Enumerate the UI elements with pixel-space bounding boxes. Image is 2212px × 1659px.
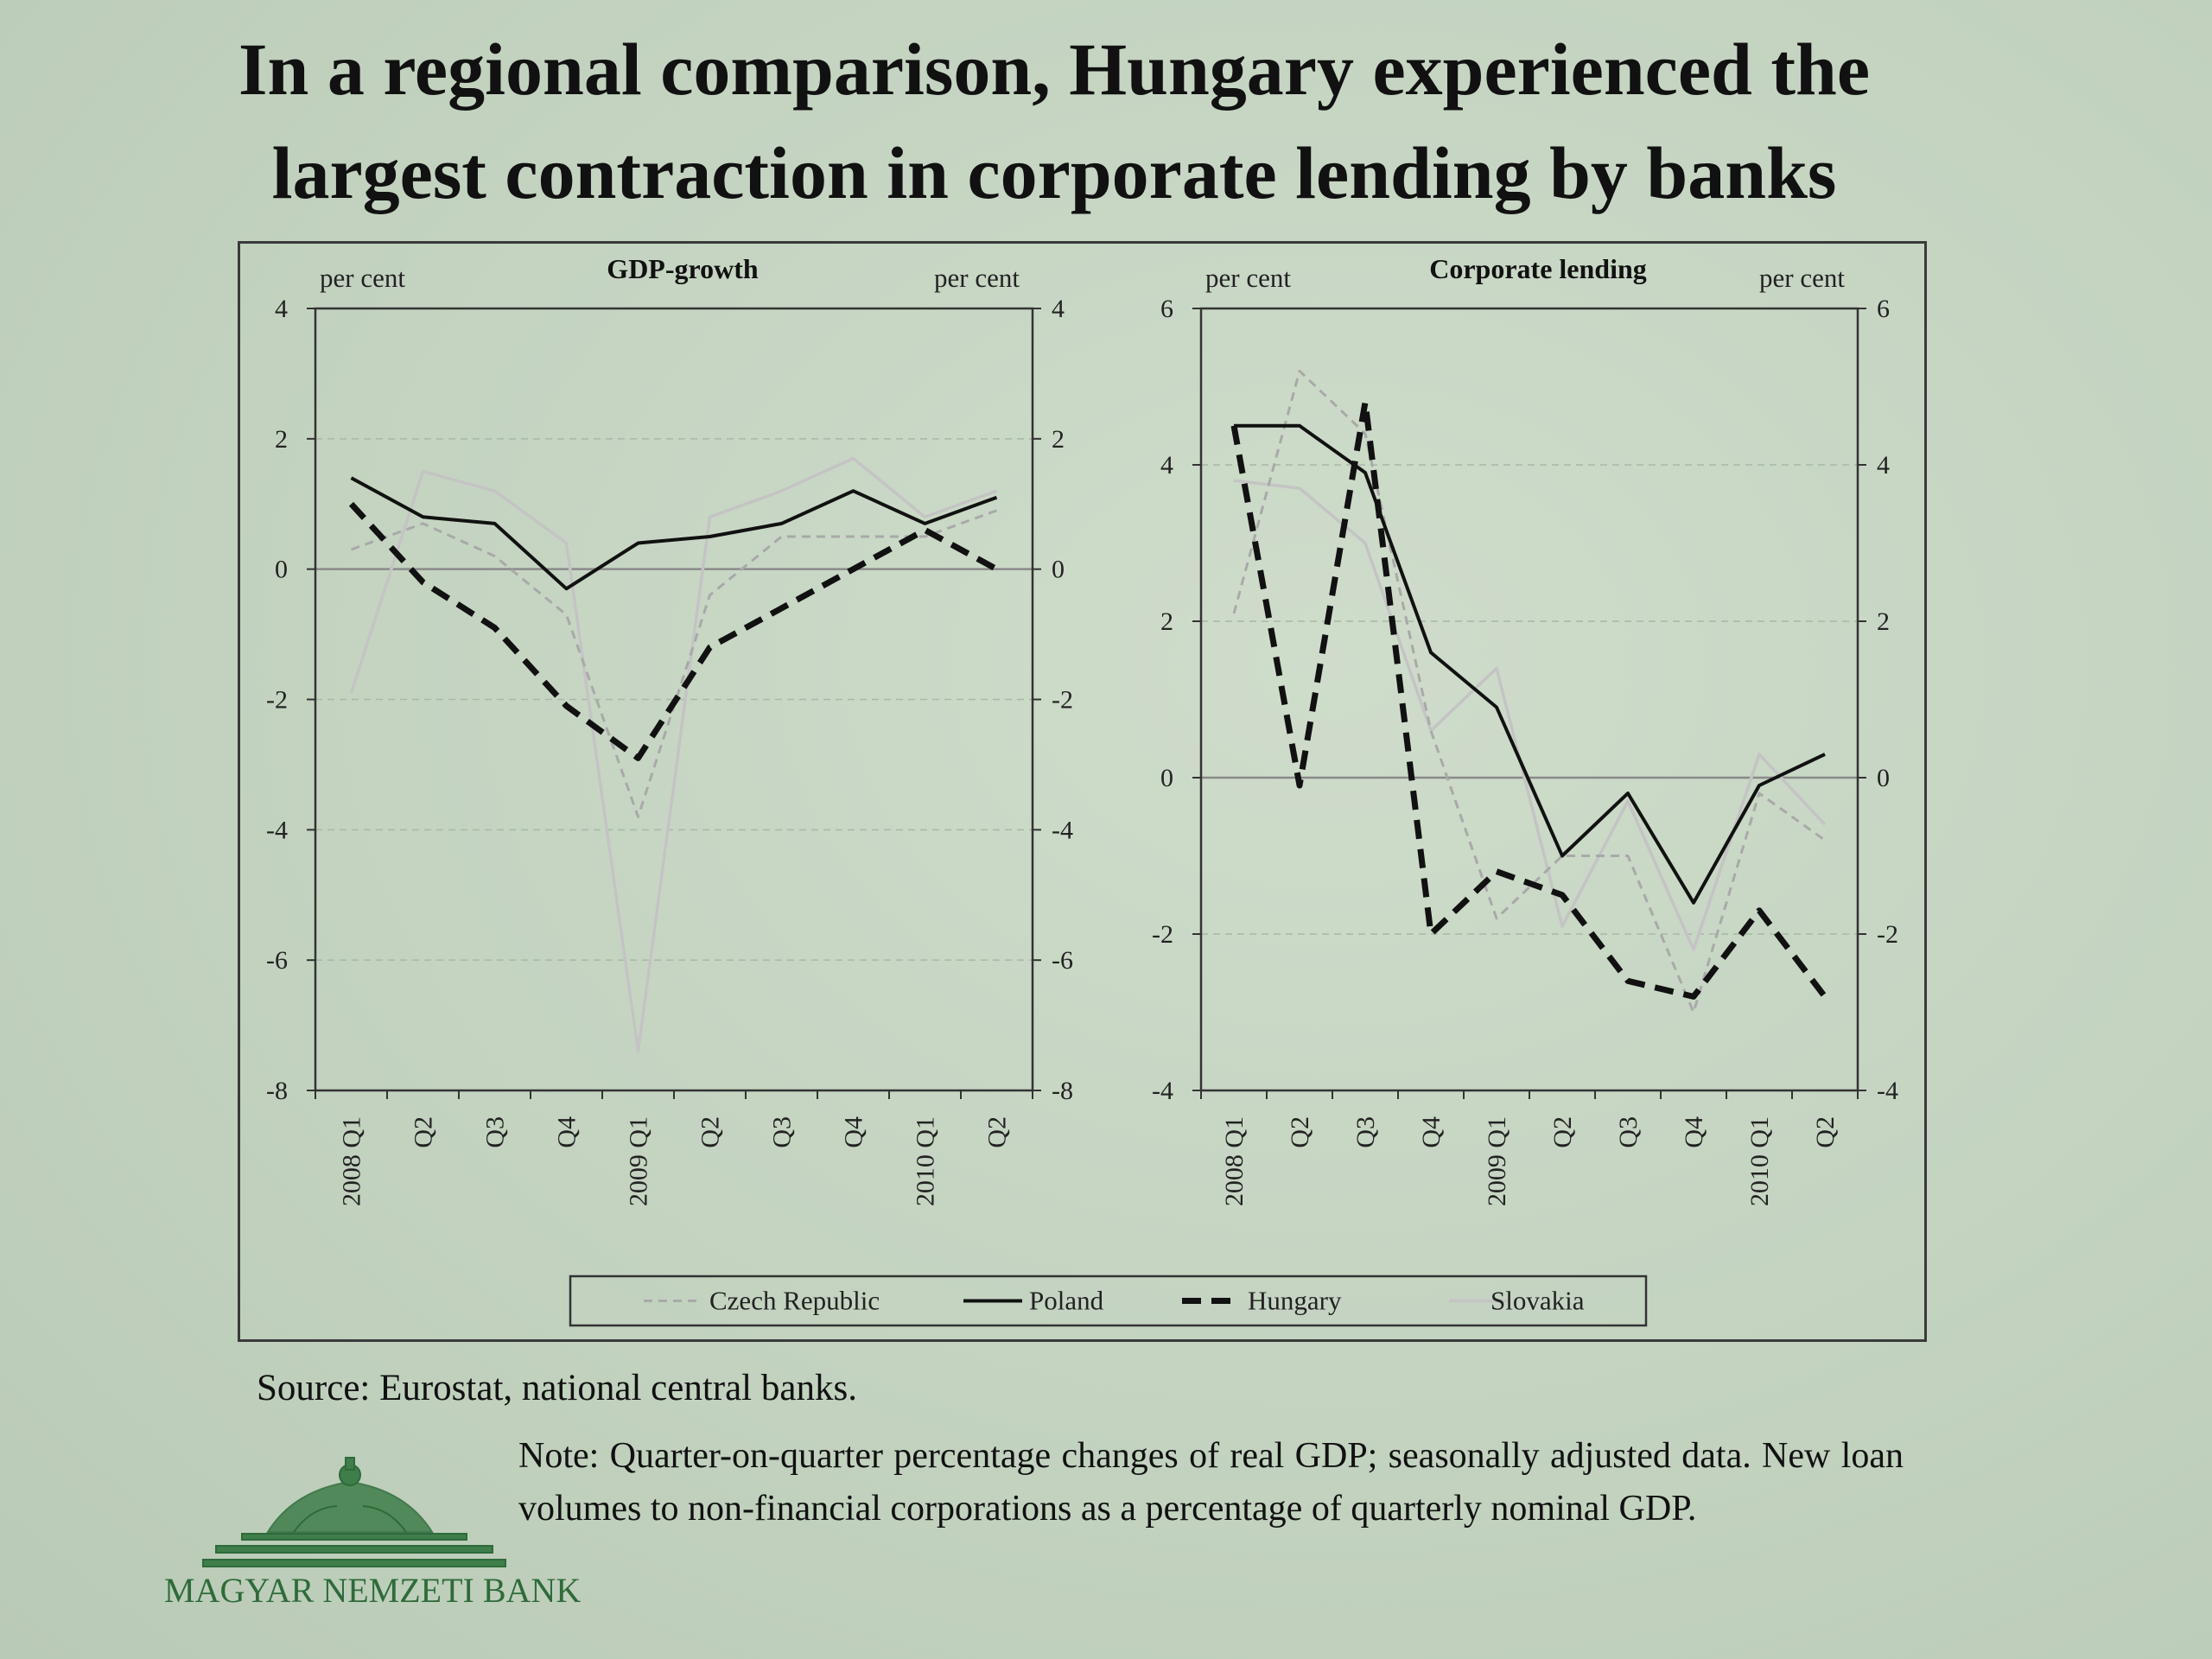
lending-chart-title: Corporate lending: [1429, 253, 1647, 284]
lending-series-poland: [1234, 423, 1826, 905]
gdp-ytick-label-right: 2: [1052, 425, 1065, 454]
gdp-ytick-label-left: 4: [275, 295, 288, 323]
lending-ytick-label-right: 6: [1877, 295, 1890, 323]
chart-frame: [238, 241, 1927, 1342]
legend-box: [569, 1274, 1648, 1327]
gdp-ytick-label-left: 2: [275, 425, 288, 454]
gdp-ytick-label-right: 4: [1052, 295, 1065, 323]
lending-xtick-label: Q2: [1548, 1116, 1577, 1148]
gdp-series-hungary: [348, 501, 999, 761]
bank-logo-icon: [202, 1457, 506, 1567]
gdp-ytick-label-left: -8: [266, 1077, 288, 1105]
legend-label-hungary: Hungary: [1248, 1286, 1342, 1316]
legend-label-czech-republic: Czech Republic: [709, 1286, 880, 1316]
legend-label-slovakia: Slovakia: [1491, 1286, 1585, 1316]
lending-xtick-label: Q3: [1614, 1116, 1643, 1148]
gdp-ytick-label-left: -6: [266, 946, 288, 975]
gdp-xtick-label: Q4: [553, 1116, 582, 1148]
gdp-ytick-label-left: -4: [266, 816, 288, 844]
gdp-ytick-label-right: -6: [1052, 946, 1073, 975]
lending-ytick-label-left: 0: [1160, 764, 1173, 792]
legend-label-poland: Poland: [1029, 1286, 1104, 1316]
lending-ytick-label-left: 6: [1160, 295, 1173, 323]
lending-ytick-label-right: -2: [1877, 920, 1898, 949]
lending-xtick-label: Q4: [1417, 1116, 1446, 1148]
gdp-chart-title: GDP-growth: [607, 253, 759, 284]
lending-ytick-label-left: -2: [1152, 920, 1173, 949]
lending-ytick-label-right: -4: [1877, 1077, 1898, 1105]
gdp-series-czech-republic: [350, 509, 998, 818]
lending-ylabel-left: per cent: [1205, 263, 1291, 293]
lending-xtick-label: 2008 Q1: [1220, 1116, 1249, 1206]
lending-xtick-label: Q2: [1811, 1116, 1840, 1148]
gdp-series-poland: [350, 476, 998, 591]
lending-ytick-label-right: 2: [1877, 607, 1890, 636]
title-line-1: In a regional comparison, Hungary experi…: [238, 28, 1870, 111]
gdp-xtick-label: Q2: [983, 1116, 1012, 1148]
gdp-ytick-label-right: -8: [1052, 1077, 1073, 1105]
gdp-ytick-label-right: -4: [1052, 816, 1073, 844]
lending-xtick-label: Q4: [1680, 1116, 1708, 1148]
gdp-series-slovakia: [349, 456, 998, 1053]
lending-ytick-label-right: 0: [1877, 764, 1890, 792]
gdp-xtick-label: Q4: [840, 1116, 868, 1148]
gdp-xtick-label: 2009 Q1: [625, 1116, 653, 1206]
lending-ytick-label-left: 2: [1160, 607, 1173, 636]
gdp-xtick-label: Q3: [481, 1116, 510, 1148]
lending-series-slovakia: [1233, 479, 1827, 951]
gdp-ytick-label-left: -2: [266, 686, 288, 715]
lending-xtick-label: Q3: [1351, 1116, 1380, 1148]
gdp-xtick-label: 2008 Q1: [338, 1116, 366, 1206]
lending-series-hungary: [1230, 399, 1827, 1000]
gdp-xtick-label: Q2: [696, 1116, 725, 1148]
lending-ytick-label-left: -4: [1152, 1077, 1173, 1105]
gdp-ytick-label-right: -2: [1052, 686, 1073, 715]
lending-series-czech-republic: [1232, 369, 1826, 1014]
lending-ytick-label-left: 4: [1160, 451, 1173, 480]
lending-xtick-label: 2009 Q1: [1483, 1116, 1511, 1206]
gdp-xtick-label: Q2: [410, 1116, 438, 1148]
gdp-ytick-label-right: 0: [1052, 556, 1065, 584]
title-line-2: largest contraction in corporate lending…: [271, 131, 1837, 214]
lending-ytick-label-right: 4: [1877, 451, 1890, 480]
gdp-xtick-label: 2010 Q1: [912, 1116, 940, 1206]
gdp-xtick-label: Q3: [768, 1116, 797, 1148]
bank-logo-text: MAGYAR NEMZETI BANK: [164, 1571, 582, 1610]
gdp-ylabel-right: per cent: [934, 263, 1020, 293]
note-text: Note: Quarter-on-quarter percentage chan…: [518, 1436, 1904, 1529]
lending-xtick-label: Q2: [1286, 1116, 1314, 1148]
source-text: Source: Eurostat, national central banks…: [257, 1368, 857, 1408]
gdp-ytick-label-left: 0: [275, 556, 288, 584]
page-title: In a regional comparison, Hungary experi…: [0, 17, 2108, 225]
lending-xtick-label: 2010 Q1: [1745, 1116, 1774, 1206]
lending-ylabel-right: per cent: [1759, 263, 1845, 293]
gdp-ylabel-left: per cent: [320, 263, 405, 293]
